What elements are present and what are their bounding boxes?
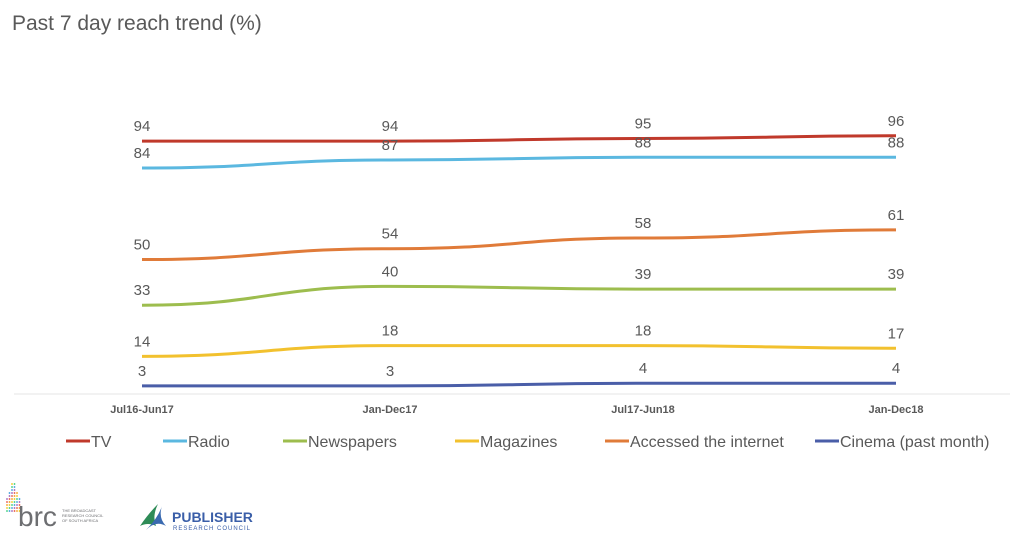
series-line-3 bbox=[141, 344, 897, 358]
data-label: 61 bbox=[888, 207, 905, 224]
data-label: 54 bbox=[382, 226, 399, 243]
x-tick-label: Jan-Dec18 bbox=[868, 404, 923, 416]
legend-label: Cinema (past month) bbox=[840, 434, 989, 451]
data-label: 39 bbox=[635, 266, 652, 283]
svg-text:OF SOUTH AFRICA: OF SOUTH AFRICA bbox=[62, 518, 99, 523]
svg-text:THE BROADCAST: THE BROADCAST bbox=[62, 508, 97, 513]
legend-label: Magazines bbox=[480, 434, 557, 451]
data-label: 18 bbox=[635, 323, 652, 340]
data-label: 33 bbox=[134, 282, 151, 299]
svg-text:RESEARCH COUNCIL: RESEARCH COUNCIL bbox=[62, 513, 104, 518]
x-tick-label: Jul17-Jun18 bbox=[611, 404, 675, 416]
data-label: 3 bbox=[138, 363, 146, 380]
data-label: 39 bbox=[888, 266, 905, 283]
data-label: 17 bbox=[888, 325, 905, 342]
data-label: 18 bbox=[382, 323, 399, 340]
data-label: 94 bbox=[134, 118, 151, 135]
chart-title: Past 7 day reach trend (%) bbox=[12, 12, 262, 35]
legend-label: TV bbox=[91, 434, 112, 451]
series-line-1 bbox=[141, 155, 896, 170]
prc-logo: PUBLISHER RESEARCH COUNCIL bbox=[136, 500, 266, 534]
data-label: 4 bbox=[639, 360, 647, 377]
data-label: 3 bbox=[386, 363, 394, 380]
svg-text:brc: brc bbox=[18, 501, 57, 530]
legend-label: Newspapers bbox=[308, 434, 397, 451]
data-label: 88 bbox=[635, 134, 652, 151]
data-label: 58 bbox=[635, 215, 652, 232]
data-label: 14 bbox=[134, 333, 151, 350]
data-label: 87 bbox=[382, 137, 399, 154]
data-label: 4 bbox=[892, 360, 900, 377]
svg-text:PUBLISHER: PUBLISHER bbox=[172, 509, 253, 525]
data-label: 95 bbox=[635, 115, 652, 132]
series-line-2 bbox=[141, 284, 896, 307]
legend-label: Radio bbox=[188, 434, 230, 451]
x-tick-label: Jan-Dec17 bbox=[362, 404, 417, 416]
series-line-4 bbox=[141, 228, 897, 261]
data-label: 94 bbox=[382, 118, 399, 135]
data-label: 88 bbox=[888, 134, 905, 151]
legend-label: Accessed the internet bbox=[630, 434, 784, 451]
data-label: 50 bbox=[134, 237, 151, 254]
data-label: 40 bbox=[382, 263, 399, 280]
svg-text:RESEARCH COUNCIL: RESEARCH COUNCIL bbox=[173, 526, 251, 532]
data-label: 84 bbox=[134, 145, 151, 162]
series-line-5 bbox=[142, 381, 896, 388]
data-label: 96 bbox=[888, 113, 905, 130]
series-line-0 bbox=[141, 134, 897, 143]
brc-logo: brc THE BROADCAST RESEARCH COUNCIL OF SO… bbox=[4, 482, 114, 532]
x-tick-label: Jul16-Jun17 bbox=[110, 404, 174, 416]
